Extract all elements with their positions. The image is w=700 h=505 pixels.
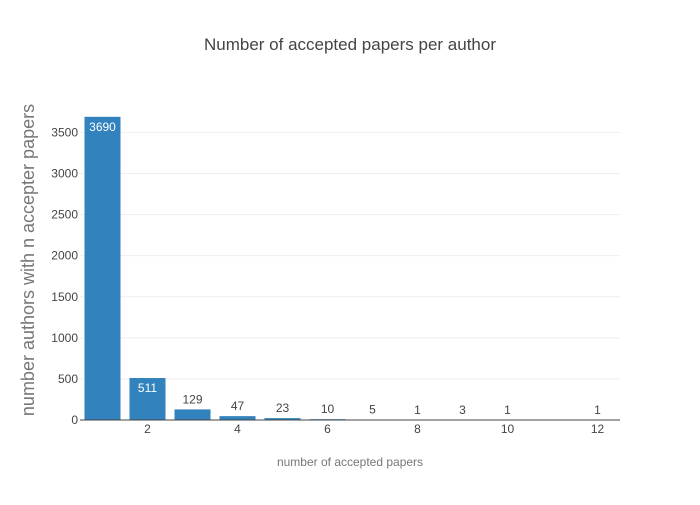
y-tick-label: 500 bbox=[58, 372, 78, 386]
y-axis-ticks: 0 500 1000 1500 2000 2500 3000 3500 bbox=[51, 125, 78, 427]
bar[interactable] bbox=[85, 117, 121, 420]
bar-value-label: 1 bbox=[594, 403, 601, 417]
bar-value-label: 23 bbox=[276, 401, 290, 415]
chart-title: Number of accepted papers per author bbox=[204, 35, 496, 54]
gridlines bbox=[80, 132, 620, 378]
y-tick-label: 1500 bbox=[51, 290, 78, 304]
y-tick-label: 3000 bbox=[51, 167, 78, 181]
bar-value-label: 47 bbox=[231, 399, 245, 413]
x-tick-label: 8 bbox=[414, 422, 421, 436]
y-axis-title: number authors with n accepter papers bbox=[18, 104, 38, 416]
x-tick-label: 12 bbox=[591, 422, 605, 436]
data-labels: 3690 511 129 47 23 10 5 1 3 1 1 bbox=[89, 120, 601, 417]
x-tick-label: 4 bbox=[234, 422, 241, 436]
x-axis-title: number of accepted papers bbox=[277, 455, 423, 469]
x-tick-label: 6 bbox=[324, 422, 331, 436]
x-tick-label: 2 bbox=[144, 422, 151, 436]
bar-value-label: 1 bbox=[504, 403, 511, 417]
x-tick-label: 10 bbox=[501, 422, 515, 436]
bar-value-label: 129 bbox=[182, 392, 202, 406]
y-tick-label: 0 bbox=[71, 413, 78, 427]
bar[interactable] bbox=[220, 416, 256, 420]
x-axis-ticks: 2 4 6 8 10 12 bbox=[144, 422, 604, 436]
y-tick-label: 2000 bbox=[51, 249, 78, 263]
bar-value-label: 3690 bbox=[89, 120, 116, 134]
bar-value-label: 5 bbox=[369, 403, 376, 417]
bar-value-label: 511 bbox=[138, 381, 157, 395]
bars bbox=[85, 117, 616, 420]
bar-value-label: 1 bbox=[414, 403, 421, 417]
y-tick-label: 3500 bbox=[51, 125, 78, 139]
y-tick-label: 1000 bbox=[51, 331, 78, 345]
bar-value-label: 3 bbox=[459, 403, 466, 417]
bar-value-label: 10 bbox=[321, 402, 335, 416]
y-tick-label: 2500 bbox=[51, 208, 78, 222]
bar[interactable] bbox=[175, 409, 211, 420]
